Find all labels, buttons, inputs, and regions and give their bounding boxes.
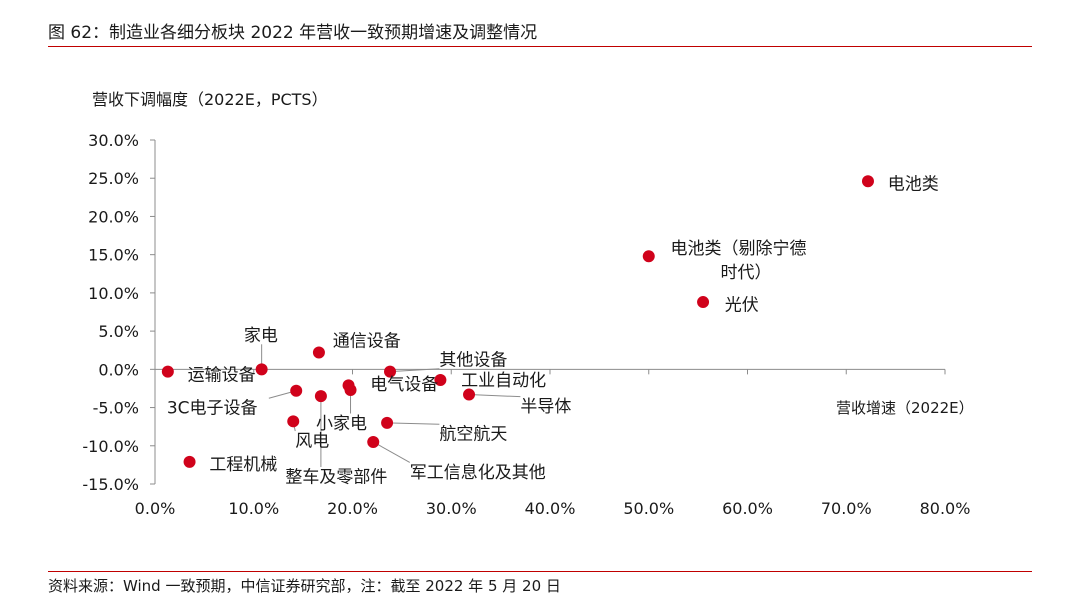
data-point [290, 384, 303, 397]
data-point [463, 388, 476, 401]
point-label: 工业自动化 [461, 371, 546, 391]
x-tick-label: 40.0% [525, 499, 576, 518]
y-tick-label: 0.0% [98, 360, 139, 379]
y-tick-label: -5.0% [93, 399, 139, 418]
data-point [434, 374, 447, 387]
title-rule [48, 46, 1032, 47]
point-label: 半导体 [520, 397, 571, 417]
data-point [697, 296, 710, 309]
point-label: 整车及零部件 [285, 467, 387, 487]
leader-line [389, 368, 440, 373]
data-point [642, 250, 655, 263]
data-point [344, 383, 357, 396]
source-rule [48, 571, 1032, 572]
point-label: 电池类（剔除宁德 [670, 239, 806, 259]
data-point [384, 365, 397, 378]
data-point [312, 346, 325, 359]
y-tick-label: 5.0% [98, 322, 139, 341]
x-tick-label: 0.0% [135, 499, 176, 518]
point-label: 电气设备 [370, 375, 438, 395]
figure-title: 图 62：制造业各细分板块 2022 年营收一致预期增速及调整情况 [48, 23, 538, 43]
leader-lines [261, 344, 521, 468]
data-point [183, 455, 196, 468]
data-point [161, 365, 174, 378]
point-label: 航空航天 [439, 425, 507, 445]
point-label: 小家电 [316, 414, 367, 434]
point-label: 军工信息化及其他 [410, 463, 546, 483]
y-tick-label: 10.0% [88, 284, 139, 303]
leader-line [469, 394, 521, 398]
y-tick-label: 15.0% [88, 246, 139, 265]
point-label: 工程机械 [209, 455, 277, 475]
point-label: 运输设备 [188, 366, 256, 386]
y-axis-label: 营收下调幅度（2022E，PCTS） [92, 90, 328, 109]
axes: 30.0% 25.0% 20.0% 15.0% 10.0% 5.0% 0.0% -5.0% -1… [82, 131, 970, 518]
point-label: 光伏 [725, 295, 759, 315]
point-label: 家电 [244, 326, 278, 346]
leader-line [372, 441, 411, 463]
point-label: 风电 [295, 431, 329, 451]
x-tick-label: 80.0% [920, 499, 971, 518]
x-tick-label: 20.0% [327, 499, 378, 518]
x-tick-label: 50.0% [623, 499, 674, 518]
y-tick-label: 25.0% [88, 169, 139, 188]
data-point [861, 175, 874, 188]
point-label: 其他设备 [439, 350, 507, 370]
data-point [314, 390, 327, 403]
data-point [381, 416, 394, 429]
data-points [161, 175, 874, 468]
data-point [367, 435, 380, 448]
x-tick-label: 60.0% [722, 499, 773, 518]
y-tick-label: -10.0% [82, 437, 139, 456]
point-label-line2: 时代） [720, 263, 771, 283]
point-label: 3C电子设备 [167, 399, 258, 419]
x-tick-label: 10.0% [228, 499, 279, 518]
y-tick-label: -15.0% [82, 475, 139, 494]
point-label: 电池类 [888, 175, 939, 195]
point-label: 通信设备 [333, 331, 401, 351]
data-point [287, 415, 300, 428]
source-note: 资料来源：Wind 一致预期，中信证券研究部，注：截至 2022 年 5 月 2… [48, 577, 561, 595]
y-tick-label: 30.0% [88, 131, 139, 150]
data-point [255, 363, 268, 376]
x-tick-label: 70.0% [821, 499, 872, 518]
y-tick-label: 20.0% [88, 207, 139, 226]
x-tick-label: 30.0% [426, 499, 477, 518]
leader-line [387, 422, 440, 425]
x-axis-label: 营收增速（2022E） [836, 399, 974, 417]
